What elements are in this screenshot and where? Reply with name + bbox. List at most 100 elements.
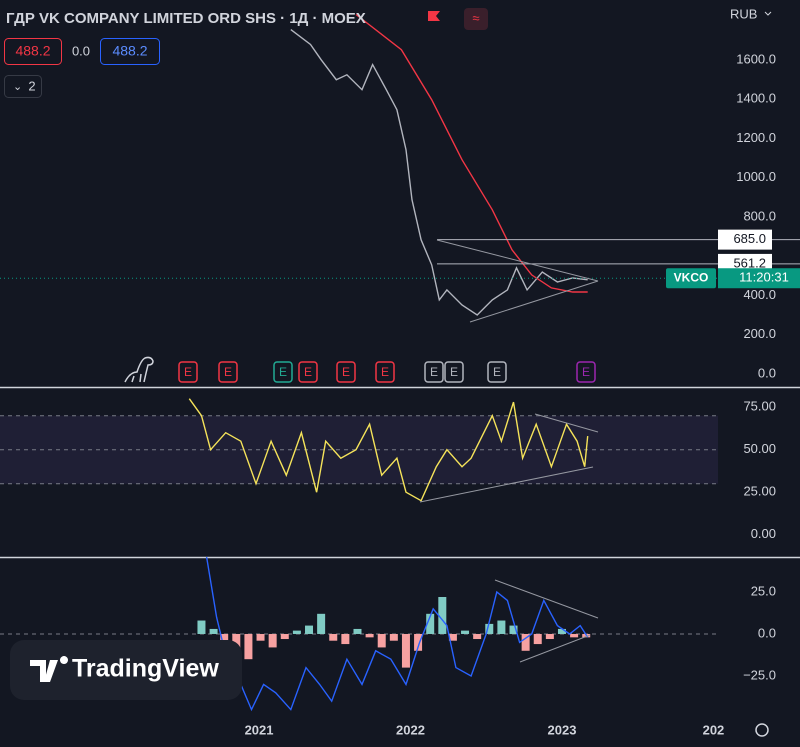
- histogram-bar: [389, 633, 398, 641]
- trendline: [469, 280, 599, 323]
- trendline: [436, 239, 599, 282]
- histogram-bar: [545, 633, 554, 640]
- symbol-label: VKCO: [674, 270, 709, 284]
- event-label: E: [493, 365, 501, 379]
- series-line: [188, 398, 589, 502]
- event-label: E: [381, 365, 389, 379]
- event-marker: [576, 361, 596, 383]
- y-tick-label: 0.0: [758, 365, 776, 380]
- histogram-bar: [317, 613, 326, 634]
- flag-icon: [428, 11, 440, 21]
- series-line: [205, 557, 589, 712]
- histogram-bar: [473, 633, 482, 640]
- histogram-bar: [377, 633, 386, 648]
- countdown-tag: [718, 268, 800, 289]
- event-label: E: [279, 365, 287, 379]
- level-label: 685.0: [733, 231, 766, 246]
- event-label: E: [430, 365, 438, 379]
- countdown-label: 11:20:31: [739, 270, 789, 285]
- histogram-bar: [509, 625, 518, 634]
- symbol-title: ГДР VK COMPANY LIMITED ORD SHS · 1Д · MO…: [6, 10, 366, 27]
- indicators-toggle[interactable]: [4, 75, 42, 98]
- spread: 0.0: [72, 43, 90, 58]
- event-label: E: [582, 365, 590, 379]
- histogram-bar: [426, 613, 435, 634]
- series-line: [355, 13, 588, 293]
- buy-box[interactable]: [100, 38, 160, 65]
- histogram-bar: [521, 633, 530, 651]
- histogram-bar: [448, 633, 457, 641]
- event-label: E: [342, 365, 350, 379]
- chevron: ⌄: [13, 81, 22, 93]
- logo-text: TradingView: [72, 655, 219, 683]
- pane: [0, 557, 718, 712]
- histogram-bar: [485, 623, 494, 634]
- y-tick-label: 0.0: [758, 625, 776, 640]
- event-marker: [487, 361, 507, 383]
- histogram-bar: [256, 633, 265, 641]
- y-tick-label: 400.0: [743, 287, 776, 302]
- event-marker: [336, 361, 356, 383]
- indicator-icon-glyph: ≈: [472, 10, 479, 25]
- histogram-bar: [414, 633, 423, 651]
- histogram-bar: [401, 633, 410, 668]
- trendline: [419, 466, 594, 503]
- histogram-bar: [438, 597, 447, 634]
- trendline: [519, 634, 591, 663]
- symbol-tag: [666, 268, 716, 289]
- histogram-bar: [292, 630, 301, 634]
- sell-price: 488.2: [15, 43, 50, 59]
- event-marker: [178, 361, 198, 383]
- histogram-bar: [280, 633, 289, 640]
- currency[interactable]: RUB: [730, 6, 757, 21]
- event-marker: [375, 361, 395, 383]
- histogram-bar: [244, 633, 253, 660]
- x-tick-label: 202: [703, 722, 725, 737]
- histogram-bar: [557, 628, 566, 634]
- sell-box[interactable]: [4, 38, 62, 65]
- level-label: 561.2: [733, 255, 766, 270]
- event-marker: [444, 361, 464, 383]
- trendline: [534, 413, 599, 433]
- event-marker: [218, 361, 238, 383]
- x-tick-label: 2021: [245, 722, 274, 737]
- buy-price: 488.2: [112, 43, 147, 59]
- indicator-icon[interactable]: [464, 8, 488, 30]
- event-marker: [273, 361, 293, 383]
- histogram-bar: [533, 633, 542, 645]
- x-tick-label: 2023: [548, 722, 577, 737]
- y-tick-label: 0.00: [751, 526, 776, 541]
- histogram-bar: [268, 633, 277, 648]
- trendline: [494, 579, 599, 619]
- y-tick-label: 1400.0: [736, 91, 776, 106]
- logo-mark: [30, 656, 68, 682]
- logo-badge[interactable]: [10, 640, 242, 700]
- rsi-band: [0, 415, 718, 484]
- pane: [0, 398, 718, 502]
- histogram-bar: [570, 633, 579, 638]
- indicators-count: 2: [28, 78, 35, 93]
- y-tick-label: 1600.0: [736, 51, 776, 66]
- event-label: E: [450, 365, 458, 379]
- y-tick-label: 800.0: [743, 208, 776, 223]
- y-tick-label: 1000.0: [736, 169, 776, 184]
- histogram-bar: [497, 620, 506, 634]
- histogram-bar: [341, 633, 350, 645]
- histogram-bar: [329, 633, 338, 641]
- histogram-bar: [353, 628, 362, 634]
- y-tick-label: 50.00: [743, 441, 776, 456]
- settings-gear[interactable]: [755, 723, 769, 737]
- y-tick-label: 1200.0: [736, 130, 776, 145]
- y-tick-label: 25.0: [751, 583, 776, 598]
- dino-icon: [124, 356, 154, 383]
- histogram-bar: [197, 620, 206, 634]
- level-tag: [718, 229, 772, 250]
- event-marker: [298, 361, 318, 383]
- y-tick-label: 75.00: [743, 399, 776, 414]
- y-tick-label: 25.00: [743, 484, 776, 499]
- histogram-bar: [365, 633, 374, 638]
